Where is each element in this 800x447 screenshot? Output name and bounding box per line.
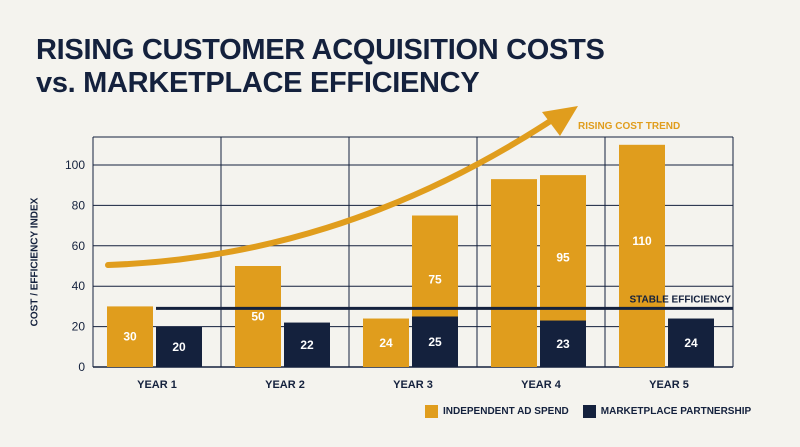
bar-ad-spend-extra-label: 75	[428, 273, 442, 287]
bar-marketplace-label: 20	[172, 340, 186, 354]
y-tick-label: 0	[78, 360, 85, 374]
bar-ad-spend-extra-label: 95	[556, 250, 570, 264]
y-tick-label: 60	[72, 239, 86, 253]
bar-ad-spend	[107, 306, 153, 367]
legend: INDEPENDENT AD SPEND MARKETPLACE PARTNER…	[425, 405, 765, 418]
y-axis-label: COST / EFFICIENCY INDEX	[29, 197, 41, 327]
bar-ad-spend	[491, 179, 537, 367]
bar-marketplace	[668, 318, 714, 367]
x-tick-label: YEAR 3	[393, 379, 433, 391]
x-tick-label: YEAR 1	[137, 379, 177, 391]
bar-marketplace-label: 25	[428, 335, 442, 349]
y-tick-label: 100	[65, 158, 85, 172]
trend-arrow-shaft	[105, 115, 558, 268]
bar-ad-spend-label: 50	[251, 310, 265, 324]
bar-marketplace-label: 23	[556, 337, 570, 351]
legend-swatch-marketplace	[582, 405, 596, 418]
stable-efficiency-label: STABLE EFFICIENCY	[630, 294, 732, 305]
y-tick-label: 20	[72, 320, 86, 334]
bar-marketplace	[284, 322, 330, 367]
bar-marketplace-label: 24	[684, 336, 698, 350]
trend-arrow-head	[542, 106, 578, 136]
legend-swatch-ad-spend	[425, 405, 438, 418]
chart-title: RISING CUSTOMER ACQUISITION COSTS vs. MA…	[36, 34, 605, 100]
bar-marketplace	[540, 320, 586, 367]
bar-marketplace	[412, 316, 458, 367]
bar-ad-spend-label: 24	[379, 336, 393, 350]
x-tick-label: YEAR 4	[521, 379, 562, 391]
x-tick-label: YEAR 2	[265, 379, 305, 391]
trend-label: RISING COST TREND	[578, 121, 680, 132]
legend-item-marketplace: MARKETPLACE PARTNERSHIP	[582, 405, 752, 418]
y-tick-label: 80	[72, 198, 86, 212]
bar-ad-spend-label: 30	[123, 330, 137, 344]
title-line-1: RISING CUSTOMER ACQUISITION COSTS	[36, 34, 605, 66]
bar-marketplace	[156, 326, 202, 367]
y-tick-label: 40	[72, 279, 86, 293]
x-tick-label: YEAR 5	[649, 379, 689, 391]
legend-label-ad-spend: INDEPENDENT AD SPEND	[443, 406, 569, 417]
bar-ad-spend	[363, 318, 409, 367]
bar-marketplace-label: 22	[300, 338, 314, 352]
bar-ad-spend	[619, 144, 665, 367]
bar-ad-spend-label: 110	[632, 234, 652, 248]
title-line-2: vs. MARKETPLACE EFFICIENCY	[36, 67, 480, 99]
legend-label-marketplace: MARKETPLACE PARTNERSHIP	[600, 406, 752, 417]
bar-ad-spend	[235, 266, 281, 367]
legend-item-ad-spend: INDEPENDENT AD SPEND	[425, 405, 569, 418]
